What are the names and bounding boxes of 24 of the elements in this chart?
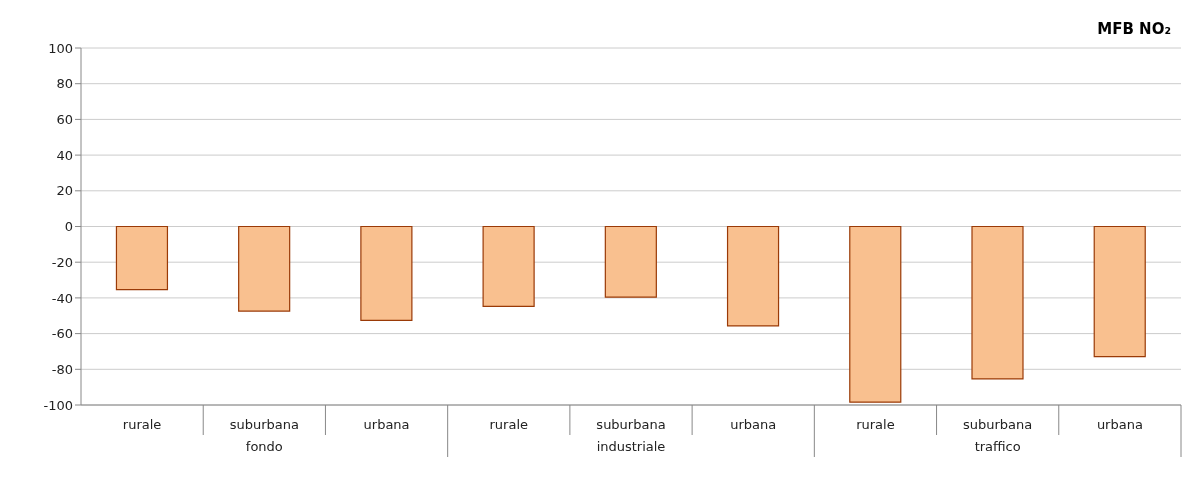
y-tick-label: -100 <box>43 397 73 413</box>
y-tick-label: -80 <box>51 361 73 377</box>
x-tick-label: urbana <box>730 417 777 432</box>
text: traffico <box>974 439 1021 454</box>
chart-title: MFB NO₂ <box>1097 20 1171 38</box>
x-tick-label: rurale <box>856 417 895 432</box>
x-tick-label: urbana <box>363 417 410 432</box>
y-tick-label: 100 <box>48 40 73 56</box>
y-tick-label: -40 <box>51 290 73 306</box>
y-tick-label: 40 <box>56 147 73 163</box>
text: fondo <box>245 439 283 454</box>
y-tick-label: 60 <box>56 112 73 128</box>
text: industriale <box>596 439 666 454</box>
x-tick-label: urbana <box>1096 417 1143 432</box>
x-tick-label: suburbana <box>596 417 666 432</box>
y-tick-label: -60 <box>51 326 73 342</box>
y-tick-label: -20 <box>51 254 73 270</box>
y-tick-label: 80 <box>56 76 73 92</box>
x-tick-label: suburbana <box>963 417 1033 432</box>
y-tick-label: 0 <box>64 219 73 235</box>
y-tick-label: 20 <box>56 183 73 199</box>
x-tick-label: suburbana <box>229 417 299 432</box>
x-tick-label: rurale <box>122 417 162 432</box>
x-tick-label: rurale <box>489 417 529 432</box>
